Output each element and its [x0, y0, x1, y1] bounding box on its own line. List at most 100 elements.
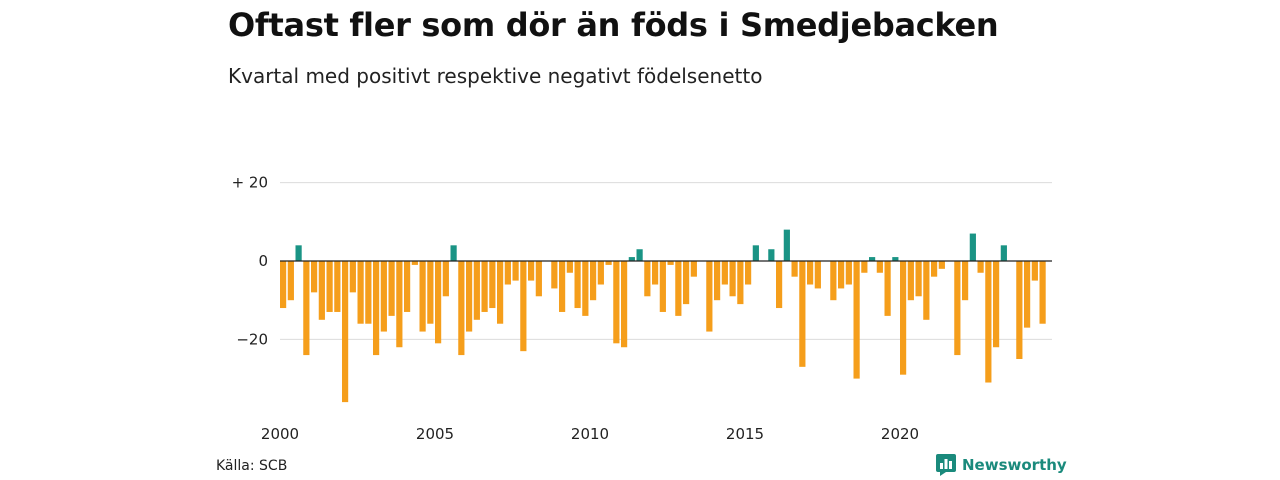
- bar-negative: [838, 261, 845, 289]
- bar-negative: [690, 261, 697, 277]
- bar-negative: [931, 261, 938, 277]
- bar-positive: [969, 233, 976, 261]
- bar-negative: [683, 261, 690, 305]
- bar-negative: [597, 261, 604, 285]
- bar-negative: [954, 261, 961, 356]
- bar-negative: [466, 261, 473, 332]
- bar-negative: [1024, 261, 1031, 328]
- bar-negative: [435, 261, 442, 344]
- bar-negative: [884, 261, 891, 316]
- y-tick-label: + 20: [232, 174, 268, 192]
- bar-positive: [636, 249, 643, 261]
- source-note: Källa: SCB: [216, 458, 288, 474]
- bar-negative: [613, 261, 620, 344]
- bar-negative: [473, 261, 480, 320]
- bar-negative: [923, 261, 930, 320]
- bar-negative: [287, 261, 294, 301]
- bar-negative: [326, 261, 333, 312]
- bar-negative: [535, 261, 542, 297]
- bar-negative: [915, 261, 922, 297]
- bar-negative: [489, 261, 496, 309]
- x-tick-label: 2000: [261, 425, 299, 443]
- bar-negative: [729, 261, 736, 297]
- bar-negative: [659, 261, 666, 312]
- bar-negative: [365, 261, 372, 324]
- bar-negative: [566, 261, 573, 273]
- bar-negative: [427, 261, 434, 324]
- bar-negative: [497, 261, 504, 324]
- x-tick-label: 2010: [571, 425, 609, 443]
- bar-negative: [311, 261, 318, 293]
- bar-negative: [900, 261, 907, 375]
- bar-negative: [318, 261, 325, 320]
- newsworthy-icon: [936, 454, 956, 476]
- bar-positive: [783, 229, 790, 261]
- bar-negative: [706, 261, 713, 332]
- bar-negative: [621, 261, 628, 348]
- bar-positive: [892, 257, 899, 261]
- bar-negative: [388, 261, 395, 316]
- bar-negative: [799, 261, 806, 367]
- x-tick-label: 2015: [726, 425, 764, 443]
- bar-negative: [853, 261, 860, 379]
- bar-positive: [1000, 245, 1007, 261]
- bar-negative: [404, 261, 411, 312]
- bar-negative: [504, 261, 511, 285]
- brand-name: Newsworthy: [962, 456, 1067, 474]
- bar-negative: [776, 261, 783, 309]
- bar-negative: [652, 261, 659, 285]
- bar-negative: [528, 261, 535, 281]
- bar-negative: [419, 261, 426, 332]
- bar-negative: [349, 261, 356, 293]
- bar-negative: [977, 261, 984, 273]
- bar-negative: [1031, 261, 1038, 281]
- bar-negative: [357, 261, 364, 324]
- chart-title: Oftast fler som dör än föds i Smedjeback…: [228, 6, 999, 44]
- bar-negative: [582, 261, 589, 316]
- brand-logo: Newsworthy: [936, 454, 1067, 476]
- bar-negative: [512, 261, 519, 281]
- bar-negative: [907, 261, 914, 301]
- bar-negative: [807, 261, 814, 285]
- bar-negative: [644, 261, 651, 297]
- bar-negative: [830, 261, 837, 301]
- bar-negative: [342, 261, 349, 403]
- bar-negative: [721, 261, 728, 285]
- bar-negative: [334, 261, 341, 312]
- bar-positive: [869, 257, 876, 261]
- bar-negative: [667, 261, 674, 265]
- bar-negative: [861, 261, 868, 273]
- bar-negative: [373, 261, 380, 356]
- y-tick-label: −20: [236, 330, 268, 348]
- bar-negative: [380, 261, 387, 332]
- bar-negative: [411, 261, 418, 265]
- bar-positive: [768, 249, 775, 261]
- x-tick-label: 2020: [881, 425, 919, 443]
- bar-negative: [590, 261, 597, 301]
- bar-negative: [303, 261, 310, 356]
- bar-negative: [791, 261, 798, 277]
- bar-negative: [962, 261, 969, 301]
- bar-negative: [481, 261, 488, 312]
- bar-positive: [295, 245, 302, 261]
- bar-negative: [745, 261, 752, 285]
- bar-negative: [993, 261, 1000, 348]
- bar-negative: [938, 261, 945, 269]
- bar-negative: [876, 261, 883, 273]
- bar-positive: [752, 245, 759, 261]
- bar-negative: [396, 261, 403, 348]
- bar-negative: [605, 261, 612, 265]
- bar-negative: [845, 261, 852, 285]
- bar-negative: [520, 261, 527, 352]
- x-tick-label: 2005: [416, 425, 454, 443]
- y-tick-label: 0: [258, 252, 268, 270]
- bar-negative: [1039, 261, 1046, 324]
- bar-negative: [714, 261, 721, 301]
- bar-negative: [737, 261, 744, 305]
- bar-negative: [551, 261, 558, 289]
- bar-negative: [458, 261, 465, 356]
- chart-subtitle: Kvartal med positivt respektive negativt…: [228, 64, 763, 88]
- bar-negative: [1016, 261, 1023, 359]
- bar-negative: [814, 261, 821, 289]
